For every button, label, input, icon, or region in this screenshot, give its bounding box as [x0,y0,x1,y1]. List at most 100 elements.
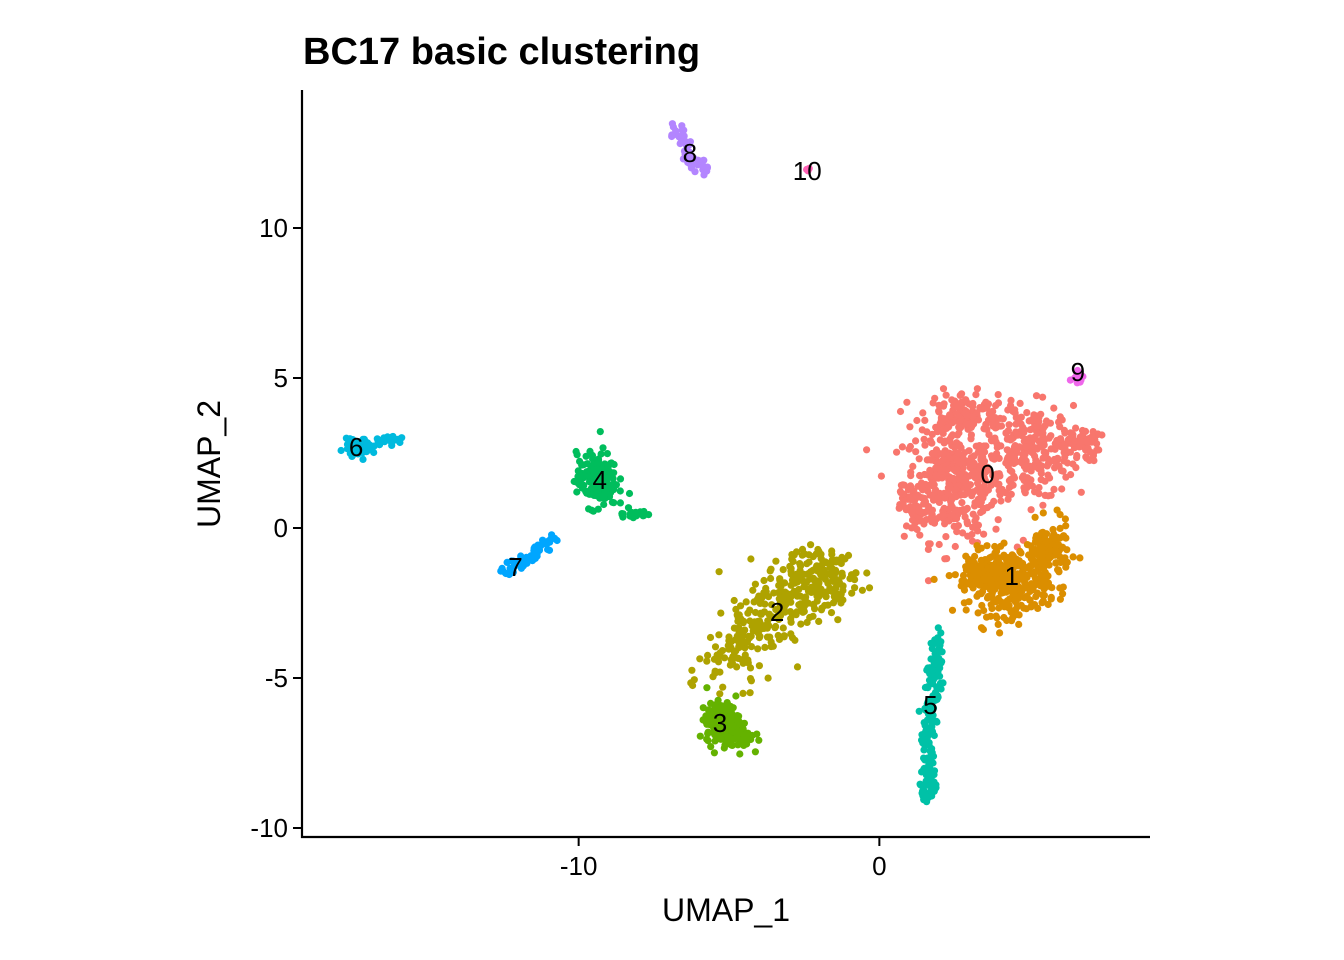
cluster-2-point [748,622,756,630]
cluster-2-point [775,609,784,617]
y-tick-label: -5 [265,663,288,693]
cluster-0-point [967,431,976,439]
cluster-2-point [788,634,797,642]
cluster-1-point [1001,567,1009,576]
cluster-0-point [1030,411,1038,419]
cluster-0-point [950,466,958,474]
cluster-1-point [1006,579,1014,587]
cluster-2-point [827,609,836,617]
cluster-2-point [742,598,750,606]
cluster-2-point [851,576,859,584]
cluster-7-point [498,564,506,573]
cluster-4-point [573,451,581,459]
cluster-labels: 0 1 2 3 4 5 6 7 8 9 10 [349,138,1085,738]
cluster-0-point [913,525,921,534]
cluster-5-point [923,704,931,712]
cluster-4-point [599,444,607,452]
cluster-0-point [972,391,980,399]
cluster-3-point [753,730,761,738]
cluster-0-point [1057,467,1066,475]
cluster-0-point [948,503,956,511]
cluster-0-point [912,437,920,445]
cluster-0-point [948,396,956,404]
cluster-1-point [986,554,994,562]
cluster-1-point [962,563,970,571]
cluster-0-point [919,409,927,417]
cluster-0-point [1083,438,1091,446]
cluster-0-point [898,443,907,451]
cluster-3-point [711,737,719,745]
cluster-4-point [610,486,618,494]
cluster-1-point [1003,616,1011,625]
cluster-8-point [691,159,700,167]
cluster-2-point [830,593,838,601]
cluster-0-point [935,401,943,409]
cluster-2-point [797,603,805,612]
cluster-1-point [994,556,1002,564]
cluster-1-point [1056,584,1064,592]
cluster-0-point [900,532,908,540]
cluster-4-point [590,466,598,474]
cluster-0-point [1056,435,1065,443]
cluster-1-point [993,547,1001,555]
x-tick-label: 0 [872,851,886,881]
cluster-0-point [926,437,935,445]
cluster-1-point [977,561,986,569]
cluster-0-point [1058,485,1066,493]
cluster-2-point [767,574,775,583]
cluster-1-point [1069,553,1077,561]
cluster-7-point [529,556,537,564]
cluster-2-point [768,601,776,609]
cluster-6-point [349,436,357,444]
cluster-4-point [578,472,586,480]
cluster-2-point [751,608,760,617]
cluster-5-point [928,718,936,726]
cluster-3-point [706,709,714,717]
cluster-1-point [1034,604,1042,613]
cluster-8-point [684,149,692,157]
cluster-7-point [539,536,547,544]
cluster-1-point [990,569,998,577]
cluster-5-point [933,692,941,700]
cluster-1-point [962,552,970,560]
cluster-1-point [975,590,983,598]
cluster-4-point [607,472,615,480]
cluster-4-point [583,489,591,497]
cluster-3-point [724,713,732,721]
cluster-4-point [608,498,617,506]
cluster-2-point [696,655,704,663]
cluster-4-point [624,504,633,512]
cluster-0-point [965,447,973,455]
cluster-0-point [1020,426,1028,434]
cluster-2-point [716,690,724,698]
cluster-0-point [1037,476,1045,484]
cluster-5-point [924,683,932,691]
cluster-2-point [806,613,814,622]
cluster-0-point [954,449,962,457]
cluster-4-point [594,481,602,489]
cluster-0-point [952,492,960,500]
cluster-1-point [1032,534,1040,542]
cluster-2-point [826,563,834,572]
cluster-1-point [1049,533,1057,541]
y-axis-ticks: -10 -5 0 5 10 [250,213,302,843]
cluster-2-point [757,610,766,618]
cluster-2-point [793,663,802,671]
cluster-0-point [909,462,917,470]
cluster-4-point [598,469,606,477]
cluster-2-point [827,587,835,595]
cluster-2-point [711,643,720,651]
cluster-0-point [974,479,982,487]
cluster-0-point [896,407,905,416]
cluster-0-point [1010,459,1018,468]
cluster-1-point [1054,566,1062,574]
cluster-2-point [781,588,789,596]
cluster-8-point [703,163,712,171]
cluster-0-point [1064,436,1072,444]
cluster-4-point [588,506,596,514]
cluster-2-point [829,599,838,607]
cluster-0-point [984,486,993,494]
cluster-0-point [941,437,949,445]
cluster-5-point [920,746,928,754]
cluster-2-point [815,562,823,570]
